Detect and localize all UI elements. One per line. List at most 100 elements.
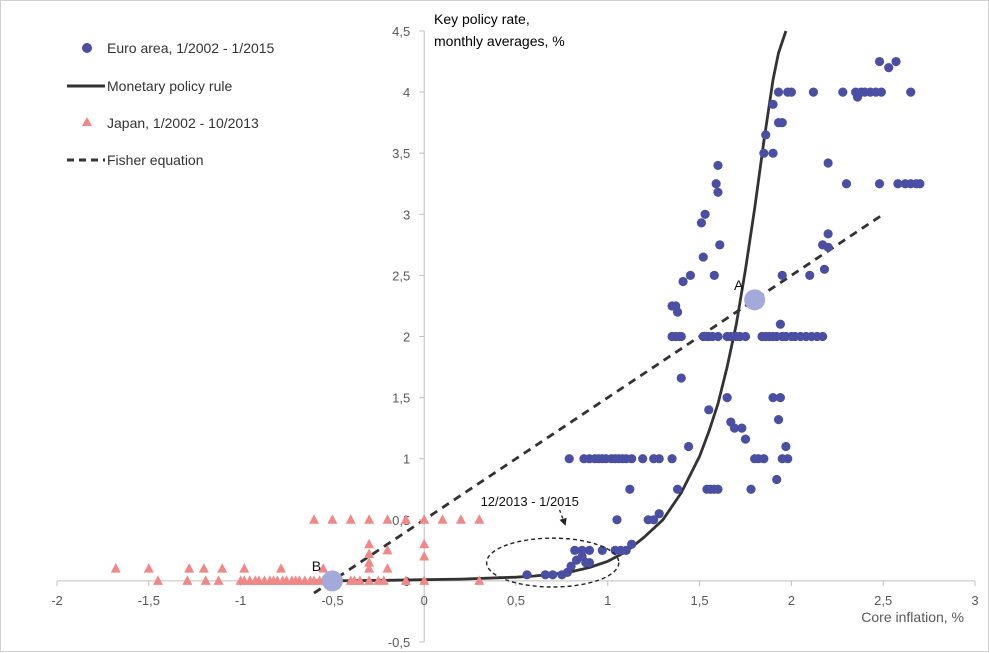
japan-points-layer (110, 514, 485, 585)
japan-point (364, 538, 375, 549)
japan-point (364, 557, 375, 567)
euro-point (768, 393, 778, 403)
x-tick-label: -0,5 (321, 593, 343, 608)
euro-point (713, 484, 723, 494)
euro-point (773, 414, 784, 425)
japan-point (354, 575, 365, 585)
y-tick-label: 3 (403, 207, 410, 222)
euro-point (761, 130, 771, 140)
x-tick-label: 0 (421, 593, 428, 608)
euro-point (704, 405, 714, 415)
euro-point (775, 319, 785, 329)
euro-point (823, 229, 833, 239)
y-tick-label: 2 (403, 330, 410, 345)
euro-point (627, 454, 637, 464)
euro-point (759, 454, 769, 464)
euro-point (874, 56, 885, 67)
annotation-layer: 12/2013 - 1/2015 (481, 494, 620, 588)
euro-point (805, 270, 815, 280)
euro-point (667, 454, 677, 464)
euro-point (564, 454, 574, 464)
euro-point (676, 331, 686, 342)
x-tick-label: 2,5 (874, 593, 892, 608)
legend-marker-japan (82, 117, 92, 126)
legend-item-japan: Japan, 1/2002 - 10/2013 (82, 115, 259, 131)
euro-point (781, 441, 791, 452)
legend-item-rule: Monetary policy rule (67, 78, 232, 94)
euro-points-layer (522, 56, 925, 580)
y-tick-label: 1 (403, 452, 410, 467)
x-tick-label: 0,5 (507, 593, 525, 608)
euro-point (906, 87, 916, 97)
euro-point (740, 434, 751, 444)
euro-point (783, 454, 793, 464)
fisher-equation-layer (313, 213, 884, 595)
policy-rule-layer (313, 30, 788, 583)
y-tick-label: 3,5 (392, 146, 410, 161)
legend-label-fisher: Fisher equation (107, 152, 204, 168)
euro-point (676, 373, 686, 383)
euro-point (722, 393, 732, 403)
euro-point (678, 276, 688, 287)
euro-point (759, 148, 769, 158)
japan-point (182, 575, 193, 585)
euro-point (823, 242, 833, 252)
legend-label-japan: Japan, 1/2002 - 10/2013 (107, 115, 259, 131)
japan-point (217, 563, 228, 573)
euro-point (654, 454, 664, 464)
legend-item-fisher: Fisher equation (67, 152, 204, 168)
euro-point (672, 307, 683, 317)
euro-point (577, 545, 587, 555)
euro-point (884, 63, 894, 73)
euro-point (625, 484, 635, 494)
japan-point (382, 544, 393, 555)
euro-point (649, 515, 659, 525)
japan-point (152, 575, 163, 585)
japan-point (110, 563, 121, 573)
x-axis-title: Core inflation, % (861, 609, 964, 625)
euro-point (522, 570, 532, 580)
euro-point (841, 179, 852, 189)
japan-point (275, 563, 286, 573)
euro-point (746, 484, 756, 494)
euro-point (570, 545, 580, 555)
japan-point (309, 514, 320, 524)
legend-label-rule: Monetary policy rule (107, 78, 232, 94)
policy-rule-line (313, 30, 788, 583)
euro-point (597, 545, 607, 555)
japan-point (400, 575, 411, 585)
y-tick-label: 4,5 (392, 24, 410, 39)
japan-point (437, 514, 448, 524)
highlight-label-b: B (312, 558, 321, 574)
japan-point (419, 550, 430, 561)
x-tick-label: -2 (51, 593, 63, 608)
euro-point (584, 557, 595, 568)
euro-point (773, 87, 784, 97)
euro-point (808, 87, 819, 97)
euro-point (874, 179, 885, 189)
euro-point (768, 99, 778, 109)
japan-point (143, 563, 154, 573)
highlight-label-a: A (734, 277, 744, 293)
euro-point (777, 118, 787, 128)
japan-point (419, 575, 430, 585)
euro-point (737, 423, 747, 433)
y-tick-label: 4 (403, 85, 410, 100)
euro-point (740, 331, 751, 342)
euro-point (566, 561, 576, 571)
euro-point (819, 264, 830, 274)
euro-point (715, 240, 725, 250)
fisher-equation-line (313, 213, 884, 595)
japan-point (382, 514, 393, 524)
euro-point (786, 87, 797, 97)
euro-point (891, 56, 901, 67)
euro-point (713, 187, 723, 197)
x-tick-label: 2 (788, 593, 795, 608)
y-axis-title-line-2: monthly averages, % (434, 33, 565, 49)
japan-point (198, 563, 209, 573)
japan-point (184, 563, 195, 573)
legend-item-euro: Euro area, 1/2002 - 1/2015 (82, 40, 275, 56)
legend: Euro area, 1/2002 - 1/2015 Monetary poli… (67, 40, 275, 168)
